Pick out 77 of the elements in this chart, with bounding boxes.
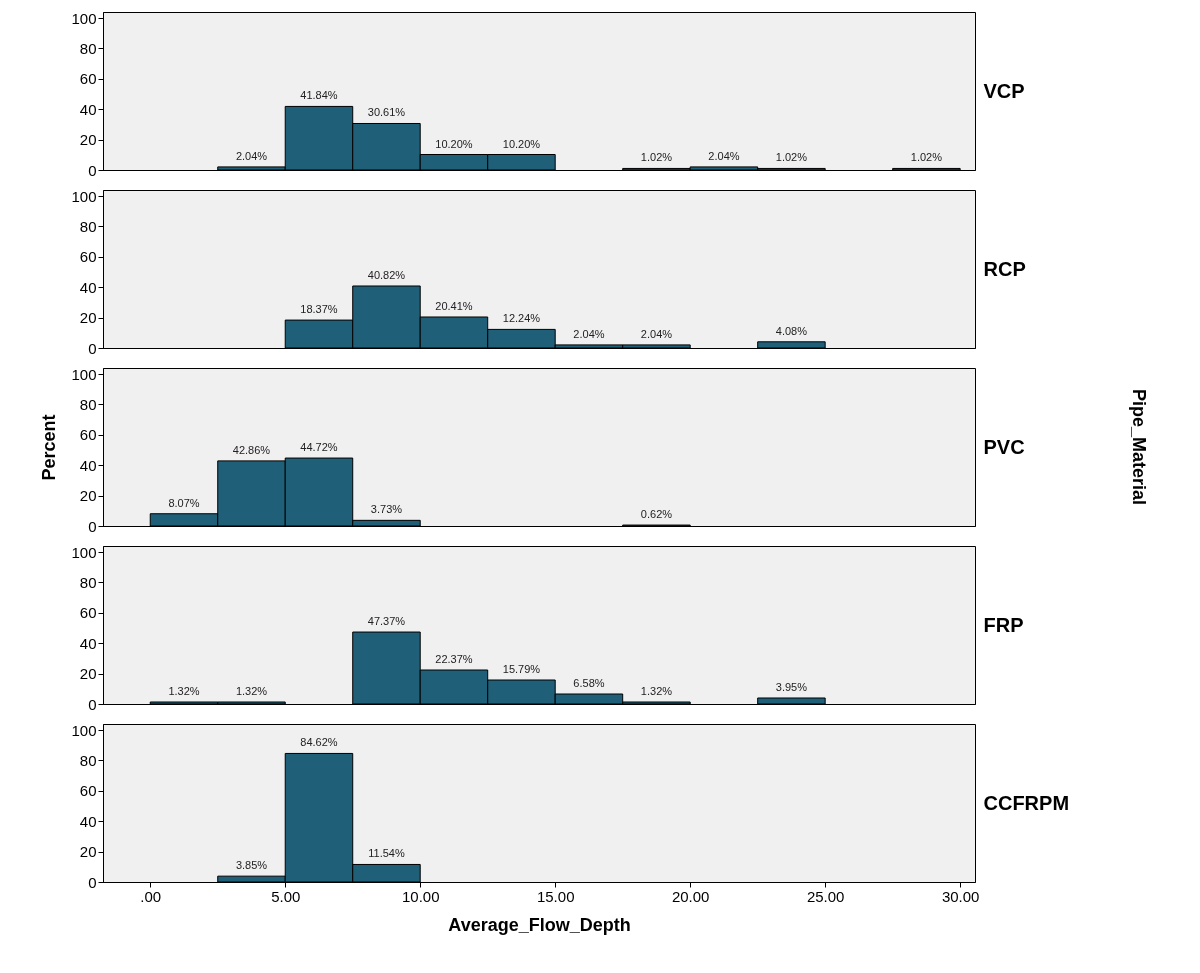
- y-tick-label: 40: [79, 456, 97, 474]
- y-tick-label: 100: [71, 9, 97, 27]
- data-label: 3.95%: [775, 681, 808, 693]
- y-tick-label: 20: [79, 665, 97, 683]
- data-label: 8.07%: [168, 496, 200, 509]
- x-tick-label: 10.00: [401, 887, 440, 905]
- y-tick-label: 80: [79, 573, 97, 591]
- data-label: 2.04%: [708, 149, 740, 162]
- y-tick-label: 100: [71, 721, 97, 739]
- y-tick-label: 60: [79, 426, 97, 444]
- x-tick-label: 15.00: [536, 887, 575, 905]
- y-tick-label: 0: [88, 161, 97, 179]
- y-tick-label: 0: [88, 339, 97, 357]
- x-tick-label: 30.00: [941, 887, 980, 905]
- data-label: 1.32%: [168, 684, 200, 697]
- x-tick-label: 5.00: [271, 887, 301, 905]
- y-tick-label: 80: [79, 751, 97, 769]
- y-tick-label: 0: [88, 873, 97, 891]
- text: VCP: [983, 79, 1025, 102]
- y-tick-label: 60: [79, 248, 97, 266]
- data-label: 10.20%: [502, 137, 541, 150]
- y2-axis-title: Pipe_Material: [1129, 388, 1150, 506]
- text: CCFRPM: [983, 791, 1070, 814]
- y-tick-label: 20: [79, 843, 97, 861]
- y-tick-label: 40: [79, 100, 97, 118]
- data-label: 3.73%: [370, 503, 403, 516]
- data-label: 42.86%: [232, 443, 271, 456]
- y-tick-label: 40: [79, 812, 97, 830]
- data-label: 2.04%: [573, 327, 605, 340]
- data-label: 4.08%: [775, 324, 808, 337]
- y-tick-label: 0: [88, 695, 97, 713]
- data-label: 20.41%: [435, 299, 473, 312]
- data-label: 44.72%: [300, 441, 338, 454]
- data-label: 11.54%: [368, 847, 405, 860]
- y-tick-label: 40: [79, 278, 97, 296]
- text: FRP: [983, 613, 1024, 636]
- y-tick-label: 100: [71, 543, 97, 561]
- x-axis-title: Average_Flow_Depth: [448, 914, 631, 935]
- data-label: 1.02%: [640, 151, 673, 164]
- data-label: 1.32%: [640, 684, 673, 697]
- data-label: 6.58%: [573, 677, 605, 689]
- data-label: 12.24%: [502, 312, 541, 325]
- data-label: 3.85%: [235, 859, 268, 872]
- y-tick-label: 60: [79, 70, 97, 88]
- data-label: 15.79%: [502, 663, 541, 676]
- data-label: 47.37%: [367, 615, 406, 628]
- data-label: 2.04%: [640, 327, 673, 340]
- y-tick-label: 0: [88, 517, 97, 535]
- data-label: 10.20%: [435, 137, 473, 150]
- y-axis-title: Percent: [39, 414, 60, 481]
- text: PVC: [983, 435, 1025, 458]
- x-tick-label: 25.00: [806, 887, 845, 905]
- data-label: 2.04%: [235, 149, 268, 162]
- data-label: 40.82%: [367, 268, 406, 281]
- y-tick-label: 40: [79, 634, 97, 652]
- y-tick-label: 80: [79, 39, 97, 57]
- data-label: 1.32%: [235, 684, 268, 697]
- y-tick-label: 80: [79, 217, 97, 235]
- y-tick-label: 100: [71, 187, 97, 205]
- y-tick-label: 60: [79, 782, 97, 800]
- y-tick-label: 20: [79, 309, 97, 327]
- data-label: 41.84%: [300, 89, 338, 102]
- x-tick-label: 20.00: [671, 887, 710, 905]
- data-label: 30.61%: [367, 106, 406, 119]
- data-label: 0.62%: [640, 508, 673, 521]
- data-label: 84.62%: [300, 736, 338, 749]
- data-label: 22.37%: [435, 653, 473, 666]
- text: RCP: [983, 257, 1026, 280]
- data-label: 1.02%: [910, 151, 943, 164]
- y-tick-label: 20: [79, 487, 97, 505]
- data-label: 18.37%: [300, 303, 338, 316]
- y-tick-label: 20: [79, 131, 97, 149]
- data-label: 1.02%: [775, 151, 808, 164]
- y-tick-label: 60: [79, 604, 97, 622]
- y-tick-label: 100: [71, 365, 97, 383]
- x-tick-label: .00: [140, 887, 162, 905]
- y-tick-label: 80: [79, 395, 97, 413]
